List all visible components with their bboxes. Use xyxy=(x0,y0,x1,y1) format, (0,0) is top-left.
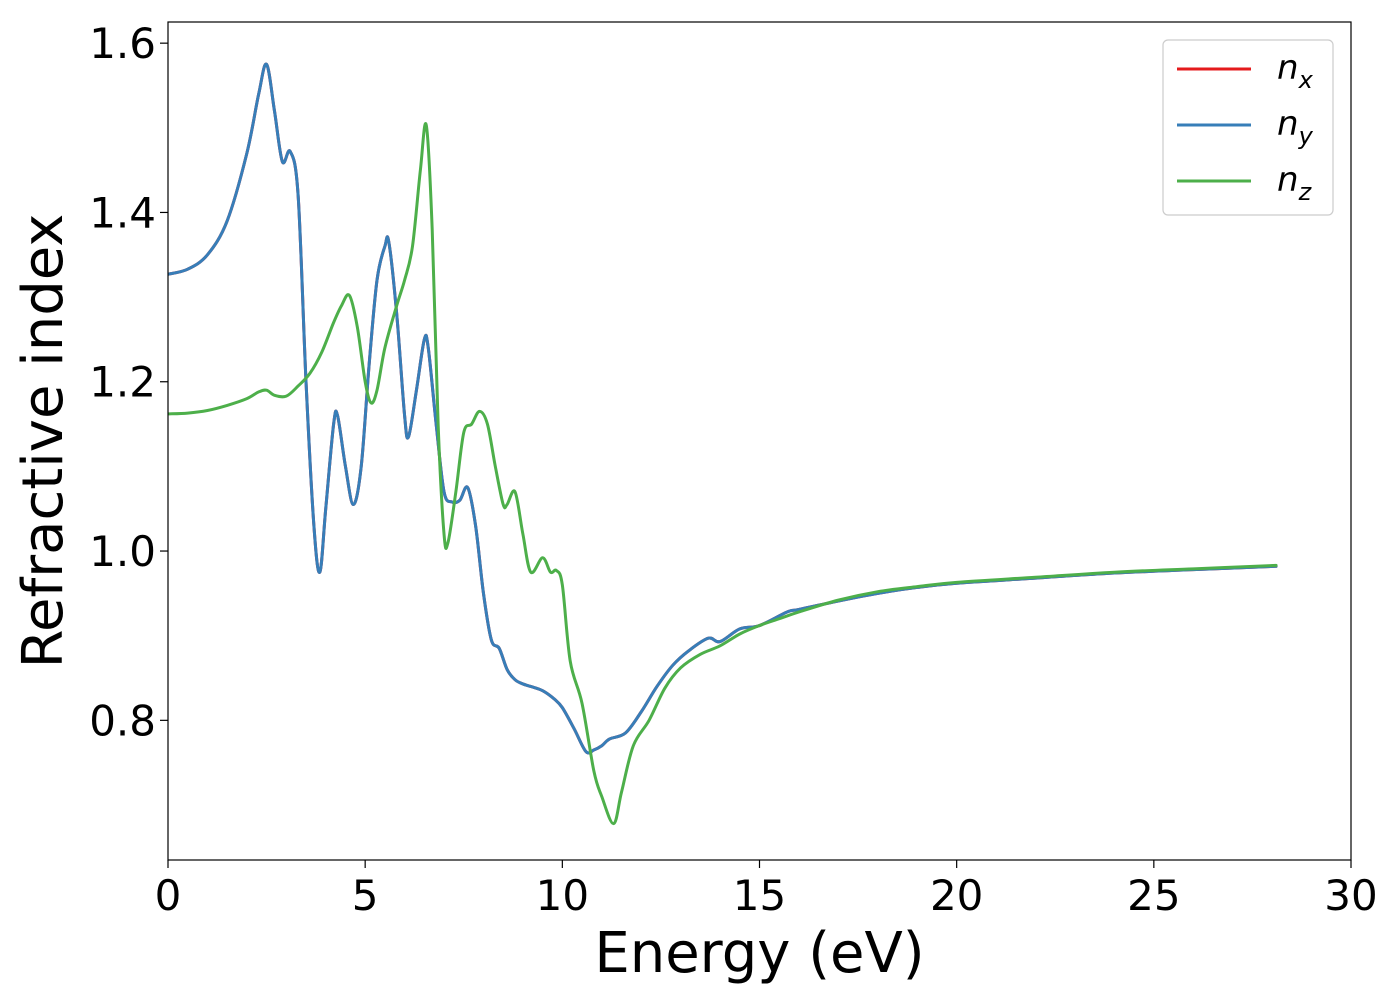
legend-label-n-y: ny xyxy=(1277,104,1314,150)
x-tick-label: 10 xyxy=(536,871,589,920)
x-tick-label: 0 xyxy=(155,871,182,920)
y-tick-label: 1.6 xyxy=(89,19,156,68)
legend-label-n-x: nx xyxy=(1277,48,1314,94)
y-tick-label: 0.8 xyxy=(89,696,156,745)
x-tick-label: 15 xyxy=(733,871,786,920)
x-axis-ticks: 0 5 10 15 20 25 30 xyxy=(155,860,1378,920)
series-line-n-y xyxy=(168,62,1278,755)
series-lines xyxy=(168,62,1278,826)
x-tick-label: 20 xyxy=(930,871,983,920)
y-axis-label: Refractive index xyxy=(11,214,76,669)
legend-box xyxy=(1162,39,1334,216)
legend-label-base: n xyxy=(1277,48,1299,88)
series-line-n-z xyxy=(168,122,1278,826)
legend-label-base: n xyxy=(1277,160,1299,200)
y-tick-label: 1.0 xyxy=(89,527,156,576)
legend-label-subscript: y xyxy=(1298,122,1314,150)
x-tick-label: 30 xyxy=(1324,871,1377,920)
legend-label-subscript: z xyxy=(1298,178,1313,206)
x-tick-label: 25 xyxy=(1127,871,1180,920)
legend-label-base: n xyxy=(1277,104,1299,144)
x-axis-label: Energy (eV) xyxy=(594,921,924,986)
y-tick-label: 1.4 xyxy=(89,188,156,237)
x-tick-label: 5 xyxy=(352,871,379,920)
legend-label-n-z: nz xyxy=(1277,160,1313,206)
legend-label-subscript: x xyxy=(1298,66,1314,94)
y-tick-label: 1.2 xyxy=(89,358,156,407)
y-axis-ticks: 0.8 1.0 1.2 1.4 1.6 xyxy=(89,19,168,745)
